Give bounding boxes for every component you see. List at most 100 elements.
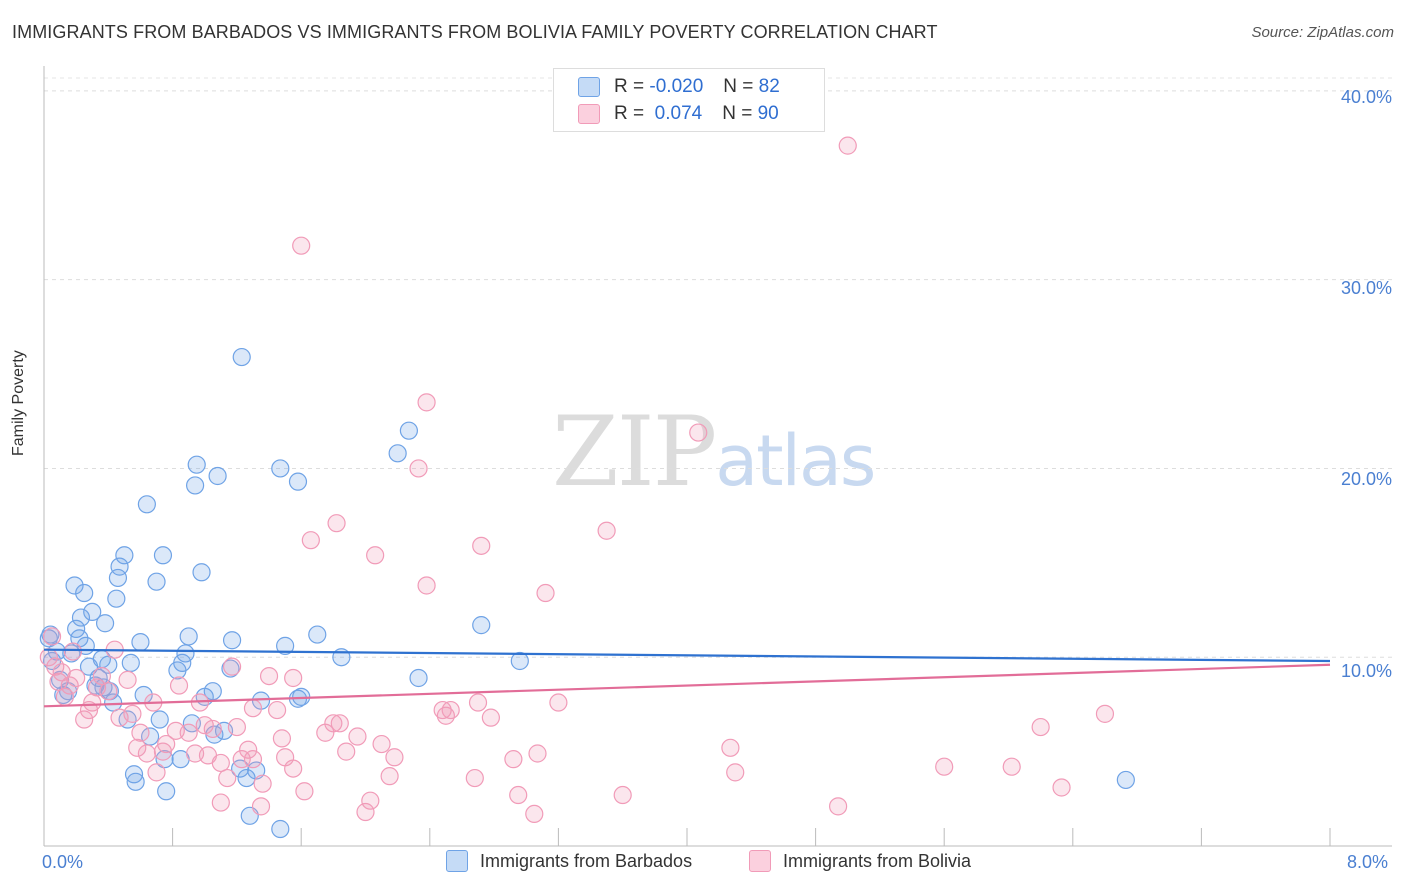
barbados-trend-line [43, 648, 1331, 663]
y-axis-label: Family Poverty [10, 350, 27, 456]
bolivia-point [417, 393, 436, 412]
bolivia-point [87, 678, 107, 697]
bolivia-point [211, 793, 230, 812]
legend-n-label: N = [722, 103, 753, 124]
x-tick-label-min: 0.0% [42, 852, 84, 872]
barbados-point [65, 576, 84, 595]
legend-row-barbados: R = -0.020 N = 82 [578, 75, 780, 99]
barbados-point [271, 459, 290, 478]
barbados-point [276, 636, 295, 655]
bolivia-point [468, 693, 488, 712]
bolivia-point [243, 750, 263, 769]
barbados-point [510, 651, 529, 671]
bolivia-point [83, 693, 102, 712]
barbados-point [157, 782, 176, 801]
bolivia-point [169, 676, 189, 695]
bolivia-point [63, 642, 83, 661]
bolivia-point [337, 742, 356, 761]
bolivia-point [721, 738, 740, 757]
barbados-point [99, 655, 118, 674]
legend-n-value: 90 [757, 103, 779, 124]
series-bolivia-points [39, 136, 1115, 824]
bolivia-point [330, 714, 349, 733]
barbados-point [121, 653, 140, 672]
bolivia-point [227, 717, 246, 737]
barbados-point [472, 616, 491, 635]
barbados-point [399, 421, 419, 440]
barbados-point [71, 608, 91, 627]
bolivia-point [67, 668, 86, 688]
bolivia-trend-line [43, 663, 1331, 708]
bolivia-point [292, 236, 311, 255]
bolivia-point [295, 782, 314, 801]
barbados-point [147, 572, 166, 591]
bolivia-point [211, 753, 230, 773]
legend-r-value: -0.020 [649, 76, 704, 97]
trend-lines [43, 648, 1331, 708]
barbados-point [222, 631, 242, 650]
bolivia-point [838, 136, 857, 155]
barbados-point [155, 750, 174, 769]
barbados-point [231, 759, 250, 778]
legend-r-value: 0.074 [649, 103, 703, 124]
bolivia-point [123, 704, 142, 723]
bolivia-point [218, 768, 237, 788]
barbados-point [203, 682, 222, 701]
legend-row-bolivia: R = 0.074 N = 90 [578, 102, 779, 126]
bolivia-point [284, 668, 303, 688]
bolivia-point [118, 670, 137, 689]
legend-swatch-pink [749, 850, 771, 872]
barbados-point [104, 693, 123, 712]
bolivia-point [372, 734, 391, 754]
bolivia-point [361, 791, 380, 810]
legend-swatch-blue [446, 850, 468, 872]
barbados-point [187, 455, 206, 474]
bolivia-point [536, 583, 555, 603]
bolivia-point [504, 750, 523, 769]
barbados-point [115, 546, 134, 565]
barbados-point [95, 614, 115, 633]
bolivia-point [481, 708, 500, 727]
bolivia-point [284, 759, 303, 778]
bolivia-point [301, 531, 320, 550]
legend-label: Immigrants from Barbados [480, 850, 693, 871]
y-tick-label: 10.0% [1340, 661, 1392, 681]
bolivia-point [380, 767, 399, 786]
legend-swatch-pink [578, 104, 600, 124]
barbados-point [153, 546, 173, 565]
bolivia-point [528, 744, 547, 763]
bolivia-point [253, 774, 272, 793]
barbados-point [75, 583, 94, 603]
y-tick-label: 30.0% [1340, 278, 1392, 298]
barbados-point [409, 668, 428, 688]
bolivia-point [465, 768, 484, 788]
bolivia-point [60, 676, 79, 695]
bolivia-point [356, 802, 375, 822]
bolivia-point [92, 666, 111, 686]
bolivia-point [509, 785, 528, 805]
series-barbados-points [39, 347, 1135, 839]
bolivia-point [1002, 757, 1021, 776]
legend-n-label: N = [723, 76, 754, 97]
bolivia-point [436, 706, 455, 725]
bolivia-point [251, 797, 271, 816]
bolivia-point [99, 682, 118, 701]
bolivia-point [128, 738, 147, 757]
barbados-point [288, 472, 308, 491]
bolivia-point [75, 710, 94, 729]
barbados-point [179, 627, 198, 646]
y-tick-label: 40.0% [1340, 87, 1392, 107]
bolivia-point [239, 740, 258, 759]
bolivia-point [1031, 717, 1050, 737]
bolivia-point [726, 763, 745, 782]
bolivia-point [597, 521, 616, 540]
barbados-point [107, 589, 126, 608]
barbados-point [1116, 770, 1135, 790]
barbados-point [192, 563, 211, 582]
bolivia-point [327, 514, 346, 533]
barbados-point [131, 633, 150, 652]
legend-r-label: R = [614, 103, 645, 124]
legend-item-bolivia: Immigrants from Bolivia [749, 850, 971, 872]
legend-n-value: 82 [758, 76, 780, 97]
barbados-point [83, 602, 102, 622]
